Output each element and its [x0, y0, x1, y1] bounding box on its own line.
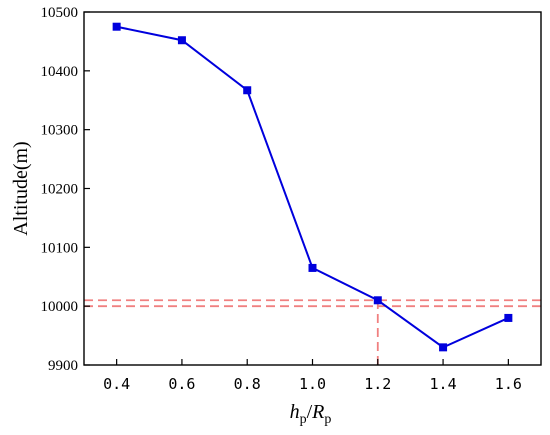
- x-axis-title-r: R: [311, 401, 324, 423]
- x-axis-title: hp/Rp: [290, 401, 332, 427]
- x-axis-title-r-subscript: p: [324, 412, 331, 427]
- x-tick-label-0.8: 0.8: [234, 375, 261, 393]
- data-point-0.6: [177, 36, 186, 45]
- x-axis: 0.4 0.6 0.8 1.0 1.2 1.4 1.6: [103, 359, 522, 393]
- x-axis-title-h: h: [290, 401, 300, 423]
- x-tick-label-0.4: 0.4: [103, 375, 130, 393]
- y-tick-label-9900: 9900: [48, 358, 78, 374]
- data-point-1.4: [439, 343, 448, 352]
- x-axis-title-slash: /: [307, 401, 313, 423]
- x-tick-label-1.2: 1.2: [364, 375, 391, 393]
- data-point-1: [308, 263, 317, 272]
- y-tick-label-10000: 10000: [41, 299, 79, 315]
- series-layer: [112, 22, 513, 352]
- data-point-1.2: [373, 296, 382, 305]
- y-axis: 9900 10000 10100 10200 10300 10400 10500: [41, 5, 90, 374]
- x-tick-label-1.6: 1.6: [495, 375, 522, 393]
- y-tick-label-10100: 10100: [41, 240, 79, 256]
- data-point-0.4: [112, 22, 121, 31]
- x-axis-title-h-subscript: p: [300, 412, 307, 427]
- reference-lines: [84, 299, 541, 365]
- y-tick-label-10200: 10200: [41, 182, 79, 198]
- y-tick-label-10400: 10400: [41, 64, 79, 80]
- y-tick-label-10500: 10500: [41, 5, 79, 21]
- y-tick-label-10300: 10300: [41, 123, 79, 139]
- plot-frame: [83, 11, 542, 366]
- y-axis-title: Altitude(m): [10, 141, 32, 235]
- x-tick-label-0.6: 0.6: [168, 375, 195, 393]
- data-point-0.8: [243, 86, 252, 95]
- data-point-1.6: [504, 313, 513, 322]
- x-tick-label-1.0: 1.0: [299, 375, 326, 393]
- series-line-0: [116, 25, 509, 349]
- x-tick-label-1.4: 1.4: [430, 375, 457, 393]
